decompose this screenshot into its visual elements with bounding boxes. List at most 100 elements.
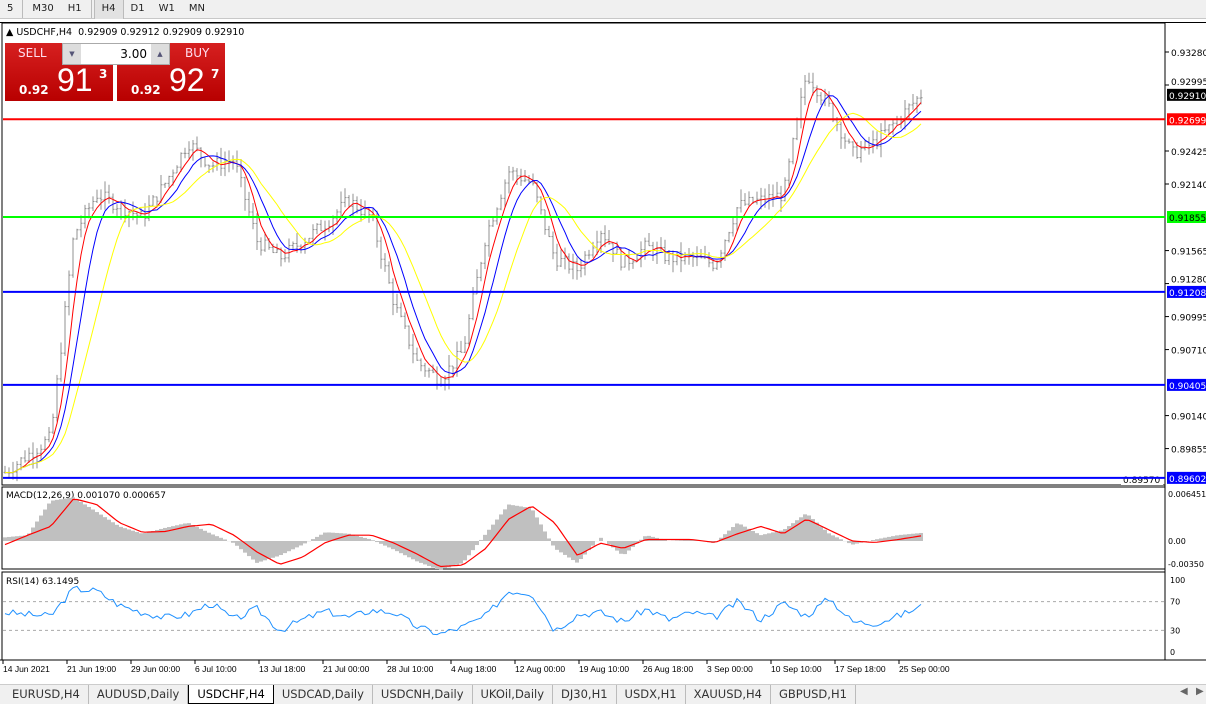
macd-histogram-bar xyxy=(459,541,463,564)
time-tick-label: 28 Jul 10:00 xyxy=(387,664,434,674)
level-price-tag xyxy=(1167,471,1206,484)
macd-histogram-bar xyxy=(407,541,411,558)
time-tick-label: 13 Jul 18:00 xyxy=(259,664,306,674)
macd-histogram-bar xyxy=(131,530,135,541)
time-tick-label: 6 Jul 10:00 xyxy=(195,664,237,674)
macd-histogram-bar xyxy=(135,531,139,541)
macd-histogram-bar xyxy=(139,533,143,541)
macd-histogram-bar xyxy=(559,541,563,553)
macd-histogram-bar xyxy=(523,507,527,541)
tab-usdcnh-daily[interactable]: USDCNH,Daily xyxy=(373,685,473,704)
macd-histogram-bar xyxy=(575,541,579,563)
macd-histogram-bar xyxy=(675,540,679,541)
macd-histogram-bar xyxy=(167,527,171,541)
scroll-right-icon[interactable]: ▶ xyxy=(1196,686,1204,697)
tab-usdx-h1[interactable]: USDX,H1 xyxy=(617,685,686,704)
level-price-label: 0.90405 xyxy=(1169,382,1206,392)
macd-histogram-bar xyxy=(847,541,851,544)
tab-xauusd-h4[interactable]: XAUUSD,H4 xyxy=(686,685,771,704)
price-tick-label: 0.93280 xyxy=(1171,49,1206,59)
level-price-tag xyxy=(1167,285,1206,298)
macd-histogram-bar xyxy=(287,541,291,552)
buy-price-prefix: 0.92 xyxy=(131,83,161,97)
timeframe-w1[interactable]: W1 xyxy=(158,3,175,14)
timeframe-d1[interactable]: D1 xyxy=(130,3,145,14)
timeframe-5[interactable]: 5 xyxy=(7,3,14,14)
increase-lot-icon[interactable]: ▲ xyxy=(151,44,169,64)
timeframe-h1[interactable]: H1 xyxy=(67,3,82,14)
time-tick-label: 4 Aug 18:00 xyxy=(451,664,497,674)
macd-histogram-bar xyxy=(447,541,451,568)
price-tick-label: 0.90995 xyxy=(1171,314,1206,324)
timeframe-h4[interactable]: H4 xyxy=(93,0,124,19)
tab-audusd-daily[interactable]: AUDUSD,Daily xyxy=(89,685,189,704)
lot-size-input[interactable] xyxy=(81,44,151,64)
time-tick-label: 25 Sep 00:00 xyxy=(899,664,950,674)
macd-histogram-bar xyxy=(207,532,211,541)
macd-histogram-bar xyxy=(679,540,683,541)
timeframe-mn[interactable]: MN xyxy=(188,3,205,14)
macd-histogram-bar xyxy=(571,541,575,561)
macd-histogram-bar xyxy=(811,519,815,541)
macd-histogram-bar xyxy=(483,534,487,541)
macd-histogram-bar xyxy=(731,527,735,541)
tab-dj30-h1[interactable]: DJ30,H1 xyxy=(553,685,617,704)
macd-histogram-bar xyxy=(383,541,387,546)
macd-histogram-bar xyxy=(119,526,123,541)
macd-histogram-bar xyxy=(555,541,559,550)
macd-histogram-bar xyxy=(415,541,419,562)
rsi-line xyxy=(4,585,922,636)
lot-size-stepper[interactable]: ▼ ▲ xyxy=(62,43,170,65)
macd-histogram-bar xyxy=(899,534,903,541)
level-price-tag xyxy=(1167,378,1206,391)
macd-histogram-bar xyxy=(3,537,7,541)
decrease-lot-icon[interactable]: ▼ xyxy=(63,44,81,64)
level-price-tag xyxy=(1167,211,1206,224)
tab-ukoil-daily[interactable]: UKOil,Daily xyxy=(473,685,554,704)
ohlc-values: 0.92909 0.92912 0.92909 0.92910 xyxy=(78,27,245,38)
macd-histogram-bar xyxy=(387,541,391,548)
macd-histogram-bar xyxy=(443,541,447,569)
macd-histogram-bar xyxy=(479,539,483,541)
macd-histogram-bar xyxy=(163,527,167,541)
timeframe-toolbar: 5 M30 H1 H4 D1 W1 MN xyxy=(0,0,1206,19)
macd-histogram-bar xyxy=(815,522,819,541)
macd-histogram-bar xyxy=(231,541,235,543)
macd-histogram-bar xyxy=(31,527,35,541)
tab-eurusd-h4[interactable]: EURUSD,H4 xyxy=(4,685,89,704)
macd-histogram-bar xyxy=(751,530,755,541)
macd-histogram-bar xyxy=(283,541,287,554)
timeframe-m30[interactable]: M30 xyxy=(32,3,54,14)
rsi-tick-label: 30 xyxy=(1170,626,1180,635)
tab-usdcad-daily[interactable]: USDCAD,Daily xyxy=(274,685,373,704)
level-price-label: 0.89602 xyxy=(1169,475,1206,485)
macd-histogram-bar xyxy=(191,525,195,541)
moving-average-line xyxy=(4,88,922,474)
macd-tick-label: 0.00 xyxy=(1168,537,1186,546)
chart-tabs: EURUSD,H4 AUDUSD,Daily USDCHF,H4 USDCAD,Dai… xyxy=(0,684,1206,704)
macd-histogram-bar xyxy=(143,533,147,541)
macd-histogram-bar xyxy=(95,512,99,541)
macd-histogram-bar xyxy=(291,541,295,550)
macd-histogram-bar xyxy=(735,523,739,541)
macd-histogram-bar xyxy=(759,535,763,541)
macd-histogram-bar xyxy=(239,541,243,550)
macd-histogram-bar xyxy=(527,507,531,541)
macd-histogram-bar xyxy=(99,514,103,541)
macd-histogram-bar xyxy=(799,517,803,541)
macd-histogram-bar xyxy=(727,530,731,541)
sell-price-big: 91 xyxy=(57,62,93,98)
macd-histogram-bar xyxy=(783,529,787,541)
macd-histogram-bar xyxy=(883,537,887,541)
macd-histogram-bar xyxy=(51,500,55,541)
tab-gbpusd-h1[interactable]: GBPUSD,H1 xyxy=(771,685,856,704)
separator xyxy=(90,0,92,18)
macd-histogram-bar xyxy=(471,541,475,551)
scroll-left-icon[interactable]: ◀ xyxy=(1180,686,1188,697)
macd-histogram-bar xyxy=(159,528,163,541)
price-tick-label-bg xyxy=(1121,474,1163,485)
tab-usdchf-h4[interactable]: USDCHF,H4 xyxy=(188,685,274,704)
macd-histogram-bar xyxy=(503,509,507,541)
macd-histogram-bar xyxy=(319,534,323,541)
